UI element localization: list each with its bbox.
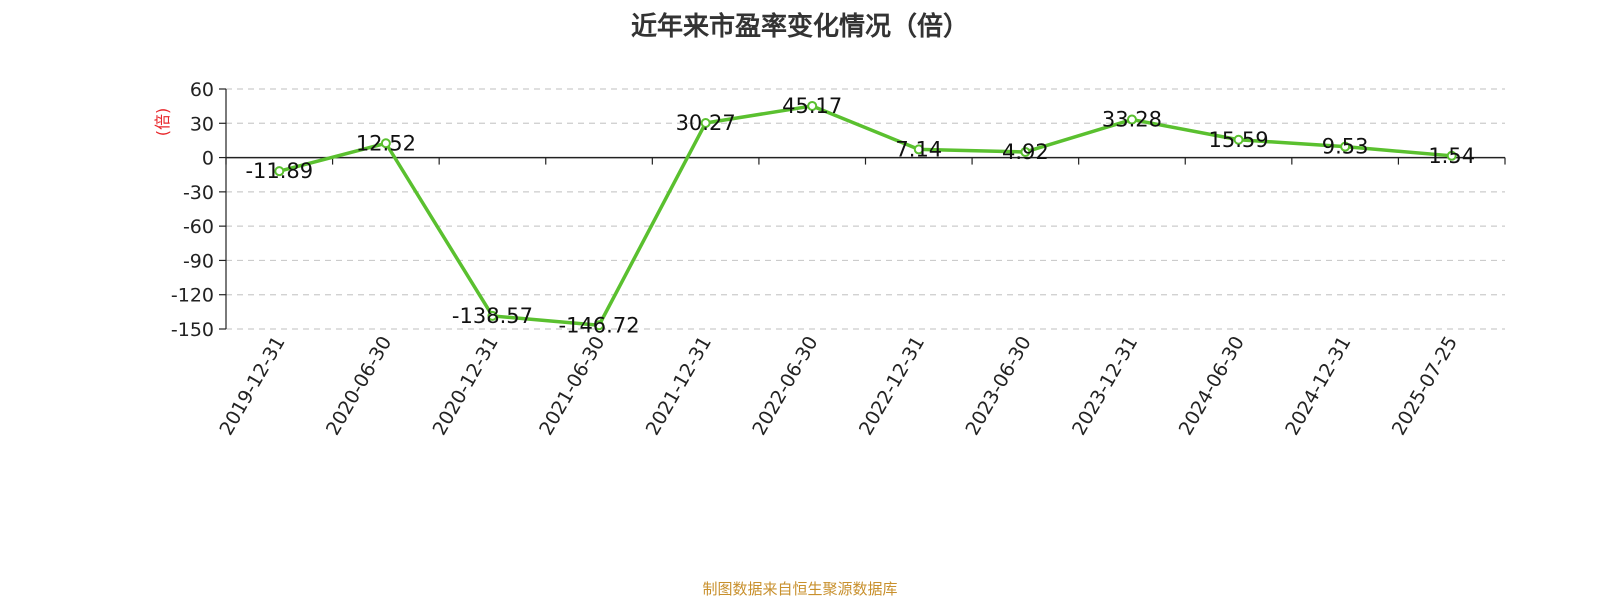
x-tick-label: 2025-07-25 — [1388, 333, 1462, 440]
x-tick-label: 2023-06-30 — [961, 333, 1035, 440]
y-tick-label: 0 — [202, 148, 214, 170]
data-point — [487, 310, 498, 321]
data-label: -146.72 — [559, 313, 640, 337]
data-point — [913, 144, 924, 155]
x-tick-label: 2021-06-30 — [535, 333, 609, 440]
y-tick-label: -90 — [183, 250, 214, 272]
data-label: -11.89 — [245, 159, 313, 183]
data-points — [274, 100, 1457, 331]
data-label: 9.53 — [1322, 135, 1369, 159]
y-tick-label: -120 — [171, 285, 214, 307]
y-tick-label: -30 — [183, 182, 214, 204]
x-tick-label: 2023-12-31 — [1068, 333, 1142, 440]
x-tick-labels: 2019-12-31 2020-06-30 2020-12-31 2021-06-30… — [215, 333, 1462, 440]
grid-lines — [226, 88, 1505, 330]
chart-title: 近年来市盈率变化情况（倍） — [630, 12, 969, 42]
series-polyline — [278, 104, 1452, 328]
data-point — [274, 166, 285, 177]
y-tick-label: 30 — [190, 113, 214, 135]
x-tick-label: 2022-12-31 — [855, 333, 929, 440]
y-tick-label: 60 — [190, 79, 214, 101]
x-tick-label: 2022-06-30 — [748, 333, 822, 440]
data-label: 4.92 — [1002, 140, 1049, 164]
data-point — [700, 117, 711, 128]
y-tick-label: -60 — [183, 216, 214, 238]
data-point — [594, 320, 605, 331]
x-tick-label: 2024-06-30 — [1175, 333, 1249, 440]
axes — [219, 88, 1506, 330]
y-axis-unit-label: (倍) — [153, 108, 172, 137]
x-tick-label: 2024-12-31 — [1281, 333, 1355, 440]
data-point — [807, 100, 818, 111]
chart-svg: 60 30 0 -30 -60 -90 -120 -150 2019-12-31 2020-06… — [153, 79, 1506, 440]
y-tick-labels: 60 30 0 -30 -60 -90 -120 -150 — [171, 79, 214, 341]
data-point — [1126, 114, 1137, 125]
data-label: 12.52 — [356, 131, 416, 155]
source-note: 制图数据来自恒生聚源数据库 — [702, 580, 898, 598]
data-label: 1.54 — [1428, 144, 1475, 168]
x-tick-label: 2019-12-31 — [215, 333, 289, 440]
x-tick-label: 2020-12-31 — [429, 333, 503, 440]
data-label: 7.14 — [895, 137, 942, 161]
y-tick-label: -150 — [171, 319, 214, 341]
data-label: 33.28 — [1102, 108, 1162, 132]
data-point — [1340, 141, 1351, 152]
data-labels: -11.89 12.52 -138.57 -146.72 30.27 45.17 7.14 4… — [245, 94, 1475, 337]
x-tick-label: 2020-06-30 — [322, 333, 396, 440]
data-point — [1233, 134, 1244, 145]
data-label: -138.57 — [452, 304, 533, 328]
series-line — [278, 104, 1452, 328]
data-label: 30.27 — [676, 111, 736, 135]
data-point — [1446, 150, 1457, 161]
data-point — [380, 138, 391, 149]
data-point — [1020, 146, 1031, 157]
data-label: 15.59 — [1208, 128, 1268, 152]
x-tick-label: 2021-12-31 — [642, 333, 716, 440]
data-label: 45.17 — [782, 94, 842, 118]
